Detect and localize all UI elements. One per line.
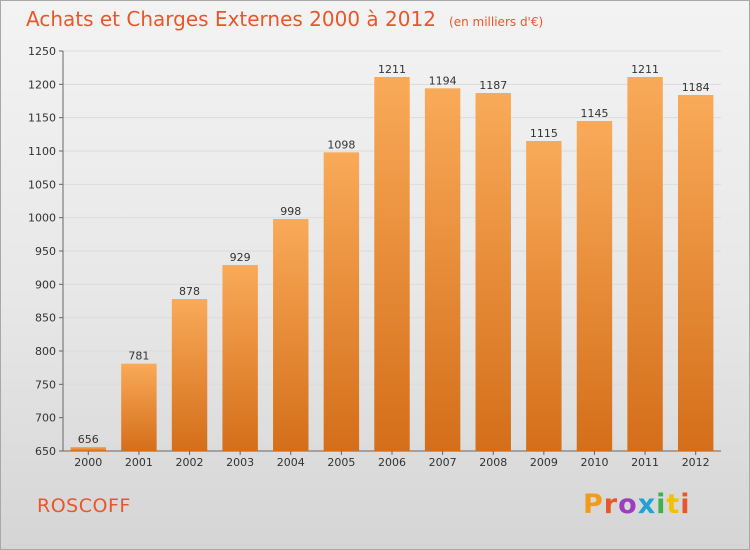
bar-2002 xyxy=(171,299,208,451)
x-tick-label-2001: 2001 xyxy=(125,456,153,469)
x-tick-label-2002: 2002 xyxy=(176,456,204,469)
proxiti-logo: Proxiti xyxy=(583,489,691,520)
y-tick-label: 1050 xyxy=(28,178,56,191)
bar-2003 xyxy=(222,265,258,451)
value-label-2008: 1187 xyxy=(479,79,507,92)
logo-letter: x xyxy=(637,489,657,520)
bar-2009 xyxy=(526,141,562,451)
y-tick-label: 1250 xyxy=(28,45,56,58)
bar-2008 xyxy=(475,93,511,451)
logo-letter: t xyxy=(666,489,681,520)
x-tick-label-2012: 2012 xyxy=(682,456,710,469)
y-tick-label: 1100 xyxy=(28,145,56,158)
bar-2010 xyxy=(576,121,613,451)
bar-2006 xyxy=(374,77,410,451)
logo-letter: r xyxy=(603,489,619,520)
value-label-2001: 781 xyxy=(128,350,149,363)
y-tick-label: 700 xyxy=(35,412,56,425)
value-label-2000: 656 xyxy=(78,433,99,446)
value-label-2010: 1145 xyxy=(580,107,608,120)
logo-letter: i xyxy=(680,489,691,520)
x-tick-label-2007: 2007 xyxy=(429,456,457,469)
y-tick-label: 950 xyxy=(35,245,56,258)
chart-subtitle: (en milliers d'€) xyxy=(449,15,544,29)
value-label-2009: 1115 xyxy=(530,127,558,140)
y-tick-label: 900 xyxy=(35,278,56,291)
value-label-2005: 1098 xyxy=(327,138,355,151)
commune-name: ROSCOFF xyxy=(37,495,131,517)
bar-2005 xyxy=(323,152,360,452)
y-tick-label: 750 xyxy=(35,378,56,391)
logo-letter: o xyxy=(618,489,638,520)
bar-2011 xyxy=(627,77,663,451)
value-label-2011: 1211 xyxy=(631,63,659,76)
y-tick-label: 650 xyxy=(35,445,56,458)
y-tick-label: 800 xyxy=(35,345,56,358)
value-label-2007: 1194 xyxy=(429,74,457,87)
y-tick-label: 1000 xyxy=(28,212,56,225)
bar-2000 xyxy=(70,447,107,451)
chart-header: Achats et Charges Externes 2000 à 2012 (… xyxy=(26,7,543,31)
y-tick-label: 850 xyxy=(35,312,56,325)
value-label-2004: 998 xyxy=(280,205,301,218)
x-tick-label-2004: 2004 xyxy=(277,456,305,469)
value-label-2006: 1211 xyxy=(378,63,406,76)
bar-2001 xyxy=(121,363,157,451)
y-tick-label: 1150 xyxy=(28,112,56,125)
y-tick-label: 1200 xyxy=(28,78,56,91)
value-label-2003: 929 xyxy=(230,251,251,264)
x-tick-label-2009: 2009 xyxy=(530,456,558,469)
bar-2007 xyxy=(424,88,461,451)
value-label-2012: 1184 xyxy=(682,81,710,94)
bar-2012 xyxy=(677,95,714,451)
x-tick-label-2000: 2000 xyxy=(74,456,102,469)
logo-letter: i xyxy=(656,489,667,520)
chart-title: Achats et Charges Externes 2000 à 2012 xyxy=(26,7,436,31)
logo-letter: P xyxy=(583,489,604,520)
x-tick-label-2003: 2003 xyxy=(226,456,254,469)
bars xyxy=(70,77,714,452)
x-tick-label-2006: 2006 xyxy=(378,456,406,469)
x-tick-label-2010: 2010 xyxy=(580,456,608,469)
x-tick-label-2005: 2005 xyxy=(327,456,355,469)
labels: 650 700 750 800 850 900 950 1000 1050 1100 1150 120… xyxy=(28,45,710,469)
x-tick-label-2011: 2011 xyxy=(631,456,659,469)
value-label-2002: 878 xyxy=(179,285,200,298)
bar-2004 xyxy=(273,219,309,451)
x-tick-label-2008: 2008 xyxy=(479,456,507,469)
